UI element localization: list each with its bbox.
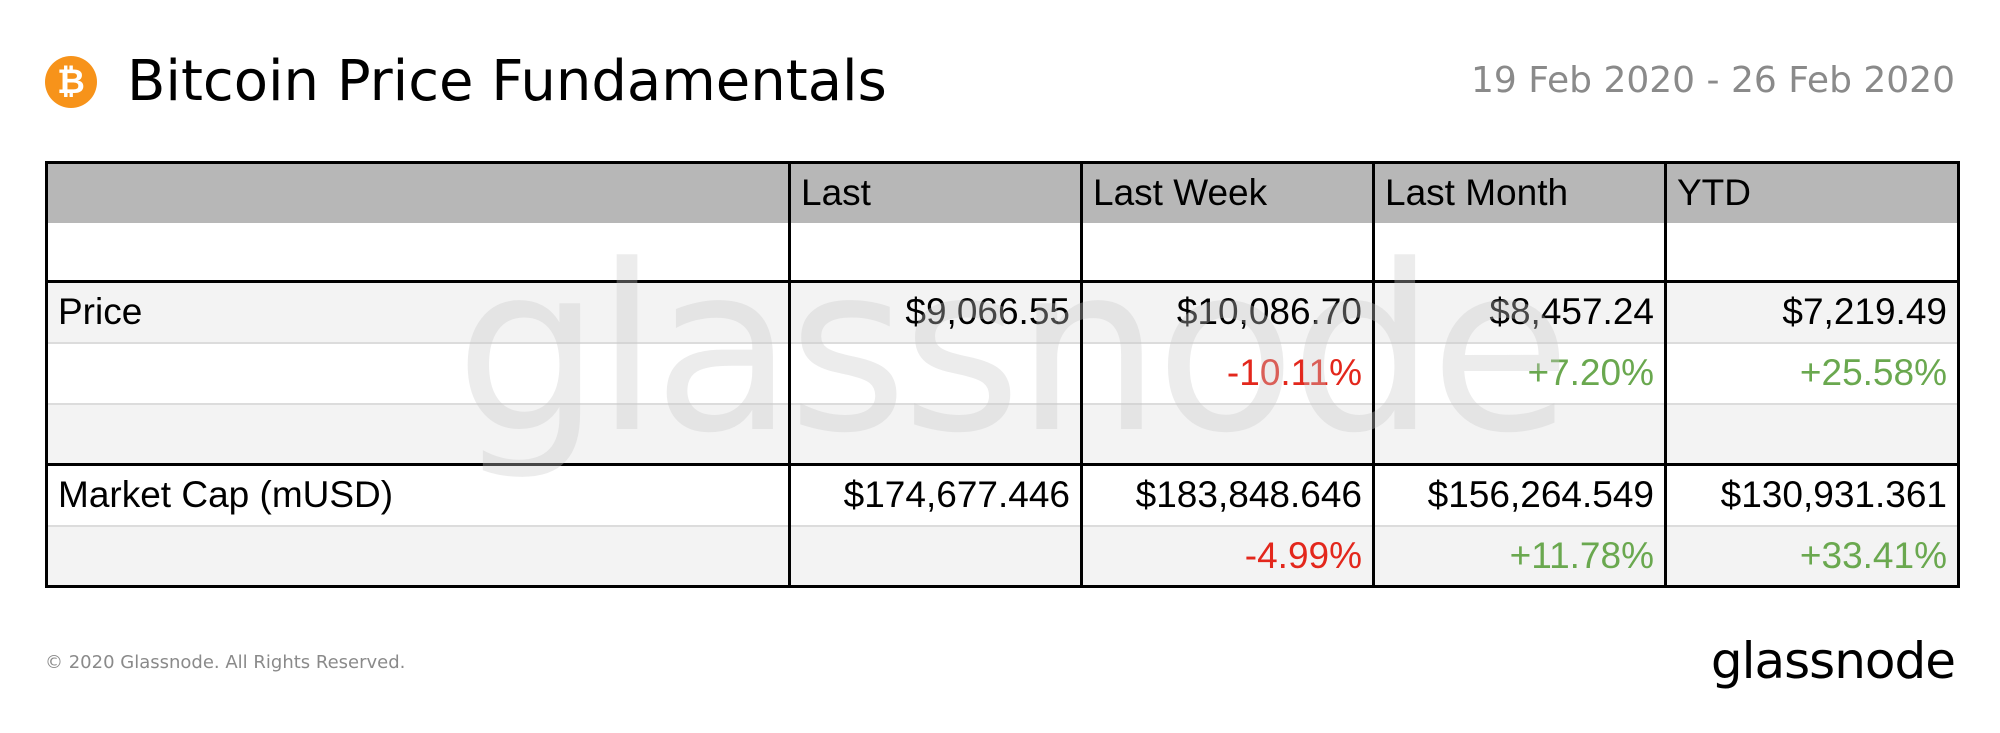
price-last-month: $8,457.24 (1372, 280, 1667, 343)
column-header-last: Last (788, 161, 1083, 223)
table-cell (788, 222, 1083, 282)
table-cell (45, 222, 791, 282)
price-last-week: $10,086.70 (1080, 280, 1375, 343)
fundamentals-table: Last Last Week Last Month YTD Price $9,0… (45, 161, 1960, 588)
table-cell (1080, 222, 1375, 282)
table-cell (1664, 402, 1960, 465)
table-cell (788, 402, 1083, 465)
market-cap-ytd: $130,931.361 (1664, 463, 1960, 526)
table-cell (45, 341, 791, 404)
column-header-last-week: Last Week (1080, 161, 1375, 223)
price-change-ytd: +25.58% (1664, 341, 1960, 404)
market-cap-last-month: $156,264.549 (1372, 463, 1667, 526)
market-cap-change-last-week: -4.99% (1080, 524, 1375, 588)
date-range: 19 Feb 2020 - 26 Feb 2020 (1471, 60, 1955, 101)
market-cap-change-ytd: +33.41% (1664, 524, 1960, 588)
price-ytd: $7,219.49 (1664, 280, 1960, 343)
price-change-last-month: +7.20% (1372, 341, 1667, 404)
table-spacer-row (45, 222, 1960, 282)
table-cell (1664, 222, 1960, 282)
market-cap-last-week: $183,848.646 (1080, 463, 1375, 526)
table-cell (1372, 402, 1667, 465)
table-row-market-cap-change: -4.99% +11.78% +33.41% (45, 524, 1960, 588)
price-change-last-week: -10.11% (1080, 341, 1375, 404)
table-row-price: Price $9,066.55 $10,086.70 $8,457.24 $7,… (45, 280, 1960, 343)
copyright-notice: © 2020 Glassnode. All Rights Reserved. (45, 652, 406, 673)
table-cell (1372, 222, 1667, 282)
glassnode-logo: glassnode (1710, 632, 1956, 690)
market-cap-change-last (788, 524, 1083, 588)
column-header-ytd: YTD (1664, 161, 1960, 223)
table-row-empty (45, 402, 1960, 465)
price-change-last (788, 341, 1083, 404)
table-row-market-cap: Market Cap (mUSD) $174,677.446 $183,848.… (45, 463, 1960, 526)
fundamentals-table-container: Last Last Week Last Month YTD Price $9,0… (45, 161, 1960, 589)
table-cell (1080, 402, 1375, 465)
market-cap-last: $174,677.446 (788, 463, 1083, 526)
price-last: $9,066.55 (788, 280, 1083, 343)
table-cell (45, 402, 791, 465)
column-header-metric (45, 161, 791, 223)
row-label-market-cap: Market Cap (mUSD) (45, 463, 791, 526)
market-cap-change-last-month: +11.78% (1372, 524, 1667, 588)
column-header-last-month: Last Month (1372, 161, 1667, 223)
bitcoin-icon: ₿ (45, 56, 97, 108)
table-header-row: Last Last Week Last Month YTD (45, 161, 1960, 223)
table-cell (45, 524, 791, 588)
page-title: Bitcoin Price Fundamentals (127, 49, 887, 114)
row-label-price: Price (45, 280, 791, 343)
report-header: ₿ Bitcoin Price Fundamentals (45, 52, 887, 112)
table-row-price-change: -10.11% +7.20% +25.58% (45, 341, 1960, 404)
